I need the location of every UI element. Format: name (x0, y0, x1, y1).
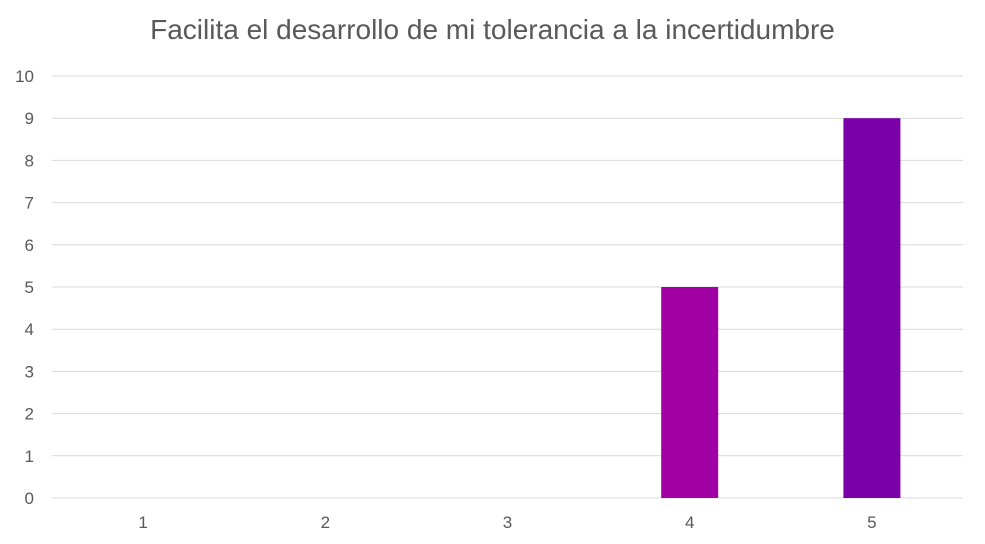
x-tick-label: 2 (321, 513, 330, 532)
x-tick-label: 4 (685, 513, 694, 532)
y-tick-label: 2 (25, 405, 34, 424)
y-tick-label: 9 (25, 109, 34, 128)
y-axis-ticks: 0 1 2 3 4 5 6 7 8 9 10 (15, 67, 34, 508)
bar-4 (661, 287, 719, 498)
y-tick-label: 6 (25, 236, 34, 255)
y-tick-label: 1 (25, 447, 34, 466)
bar-5 (843, 118, 901, 498)
x-tick-label: 1 (138, 513, 147, 532)
y-tick-label: 10 (15, 67, 34, 86)
bars (661, 118, 901, 498)
y-tick-label: 4 (25, 320, 34, 339)
y-tick-label: 5 (25, 278, 34, 297)
y-tick-label: 7 (25, 194, 34, 213)
x-tick-label: 3 (503, 513, 512, 532)
x-tick-label: 5 (867, 513, 876, 532)
gridlines (52, 75, 963, 499)
x-axis-ticks: 1 2 3 4 5 (138, 513, 876, 532)
y-tick-label: 0 (25, 489, 34, 508)
y-tick-label: 3 (25, 362, 34, 381)
y-tick-label: 8 (25, 151, 34, 170)
chart-title: Facilita el desarrollo de mi tolerancia … (150, 14, 835, 45)
